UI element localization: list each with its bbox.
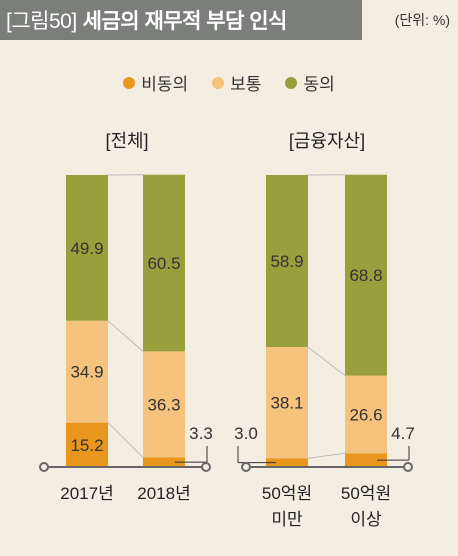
bar-segment xyxy=(345,453,387,467)
panel-title: [전체] xyxy=(105,131,148,151)
title-box: [그림50] 세금의 재무적 부담 인식 xyxy=(0,0,362,40)
data-label: 38.1 xyxy=(270,394,303,413)
axis-endpoint xyxy=(403,462,413,472)
legend-swatch-disagree xyxy=(123,76,136,89)
data-label: 60.5 xyxy=(147,254,180,273)
data-label: 4.7 xyxy=(391,424,415,443)
legend-swatch-agree xyxy=(285,76,298,89)
category-label: 50억원 xyxy=(341,484,391,503)
connector-line xyxy=(307,346,346,376)
legend: 비동의 보통 동의 xyxy=(0,70,458,95)
data-label: 3.3 xyxy=(189,424,213,443)
data-label: 26.6 xyxy=(349,405,382,424)
legend-swatch-neutral xyxy=(212,76,225,89)
category-label: 미만 xyxy=(271,510,303,529)
bar-segment xyxy=(345,174,387,376)
connector-line xyxy=(107,422,144,458)
bar-segment xyxy=(345,375,387,454)
bar-segment xyxy=(266,346,308,459)
figure-number: [그림50] xyxy=(6,10,77,33)
bar-segment xyxy=(143,457,185,467)
chart-title: 세금의 재무적 부담 인식 xyxy=(82,10,288,33)
axis-endpoint xyxy=(241,462,251,472)
legend-item-neutral: 보통 xyxy=(212,70,261,95)
category-label: 50억원 xyxy=(262,484,312,503)
bar-segment xyxy=(66,175,108,321)
bar-segment xyxy=(66,422,108,467)
category-label: 2018년 xyxy=(137,484,190,503)
legend-item-agree: 동의 xyxy=(285,70,335,95)
bar-segment xyxy=(266,458,308,467)
bar-segment xyxy=(143,351,185,458)
legend-label-neutral: 보통 xyxy=(230,75,262,94)
axis-endpoint xyxy=(39,462,49,472)
panel-title: [금융자산] xyxy=(289,131,365,151)
category-label: 2017년 xyxy=(60,484,113,503)
legend-label-agree: 동의 xyxy=(303,75,335,94)
legend-item-disagree: 비동의 xyxy=(123,70,188,95)
data-label: 34.9 xyxy=(70,363,103,382)
data-label: 68.8 xyxy=(349,266,382,285)
category-label: 이상 xyxy=(350,510,382,529)
axis-endpoint xyxy=(201,462,211,472)
connector-line xyxy=(307,452,346,459)
data-label: 36.3 xyxy=(147,395,180,414)
data-label: 3.0 xyxy=(234,424,258,443)
bar-segment xyxy=(143,174,185,352)
legend-label-disagree: 비동의 xyxy=(141,75,189,94)
unit-label: (단위: %) xyxy=(394,12,450,28)
data-label: 15.2 xyxy=(70,436,103,455)
title-bar: [그림50] 세금의 재무적 부담 인식 (단위: %) xyxy=(0,0,458,40)
connector-line xyxy=(107,320,144,352)
data-label: 49.9 xyxy=(70,239,103,258)
bar-segment xyxy=(66,320,108,423)
data-label: 58.9 xyxy=(270,252,303,271)
bar-segment xyxy=(266,175,308,347)
